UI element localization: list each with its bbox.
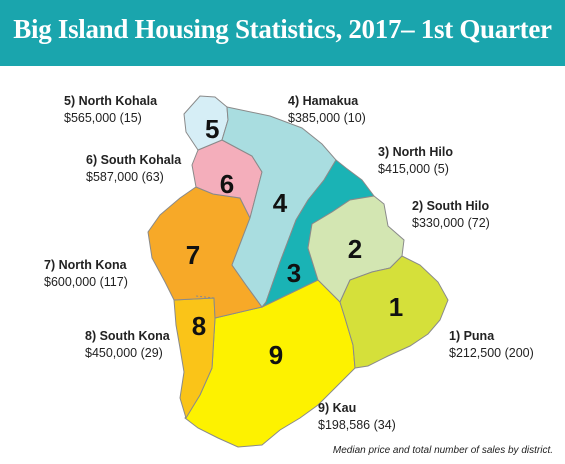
label-south-hilo: 2) South Hilo $330,000 (72) <box>412 199 490 230</box>
district-number-1: 1 <box>389 292 403 322</box>
district-puna[interactable] <box>339 255 449 369</box>
island-map: 5 6 4 7 2 3 1 8 9 <box>147 95 449 448</box>
map-caption: Median price and total number of sales b… <box>332 445 553 456</box>
kona-boundary-line <box>195 295 215 299</box>
district-number-5: 5 <box>205 114 219 144</box>
label-puna: 1) Puna $212,500 (200) <box>449 329 534 360</box>
label-north-hilo: 3) North Hilo $415,000 (5) <box>378 145 453 176</box>
label-north-kona: 7) North Kona $600,000 (117) <box>44 258 128 289</box>
label-south-kohala: 6) South Kohala $587,000 (63) <box>86 153 182 184</box>
page-title: Big Island Housing Statistics, 2017– 1st… <box>13 14 552 44</box>
district-number-6: 6 <box>220 169 234 199</box>
district-number-4: 4 <box>273 188 288 218</box>
title-banner: Big Island Housing Statistics, 2017– 1st… <box>0 0 565 66</box>
label-kau: 9) Kau $198,586 (34) <box>318 401 396 432</box>
district-number-9: 9 <box>269 340 283 370</box>
label-south-kona: 8) South Kona $450,000 (29) <box>85 329 170 360</box>
district-number-2: 2 <box>348 234 362 264</box>
district-number-7: 7 <box>186 240 200 270</box>
district-number-8: 8 <box>192 311 206 341</box>
label-hamakua: 4) Hamakua $385,000 (10) <box>288 94 366 125</box>
label-north-kohala: 5) North Kohala $565,000 (15) <box>64 94 158 125</box>
district-number-3: 3 <box>287 258 301 288</box>
